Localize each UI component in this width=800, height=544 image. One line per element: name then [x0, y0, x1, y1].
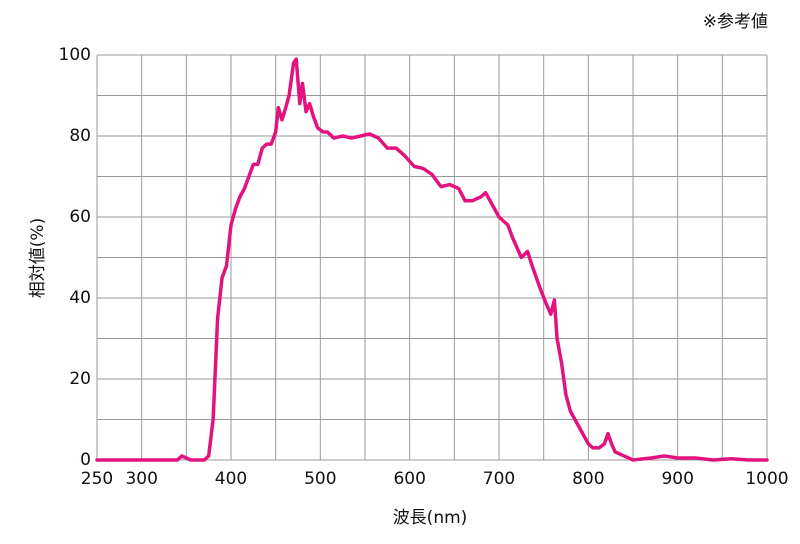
x-axis-label: 波長(nm): [393, 508, 468, 528]
data-line: [95, 57, 769, 462]
annotation: ※参考値: [703, 12, 768, 32]
x-tick-label: 300: [125, 469, 157, 489]
y-tick-label: 100: [59, 45, 91, 65]
x-tick-label: 400: [215, 469, 247, 489]
y-axis-label: 相対値(%): [28, 218, 48, 298]
x-tick-label: 1000: [745, 469, 788, 489]
x-tick-label: 900: [661, 469, 693, 489]
y-tick-label: 60: [69, 207, 91, 227]
y-tick-label: 0: [80, 450, 91, 470]
x-tick-label: 600: [393, 469, 425, 489]
y-tick-label: 20: [69, 369, 91, 389]
y-tick-label: 40: [69, 288, 91, 308]
x-tick-label: 800: [572, 469, 604, 489]
x-tick-label: 500: [304, 469, 336, 489]
x-tick-label: 700: [483, 469, 515, 489]
x-tick-label: 250: [81, 469, 113, 489]
y-tick-label: 80: [69, 126, 91, 146]
